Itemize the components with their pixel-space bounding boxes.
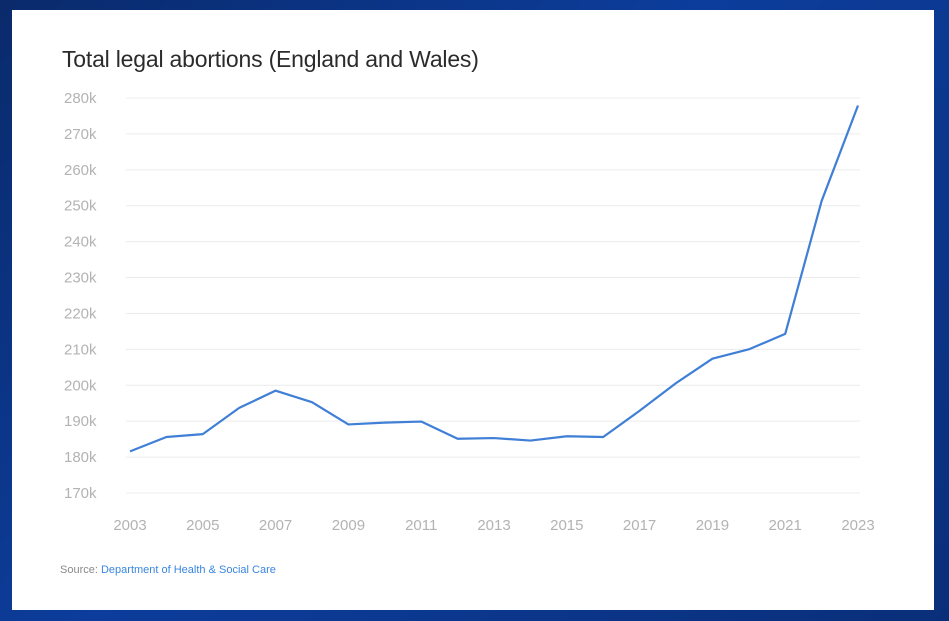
data-point: [491, 435, 497, 441]
chart-title: Total legal abortions (England and Wales…: [62, 46, 479, 72]
data-point: [127, 448, 133, 454]
y-tick-label: 170k: [64, 485, 97, 502]
y-tick-label: 200k: [64, 377, 97, 394]
source-link[interactable]: Department of Health & Social Care: [100, 564, 276, 576]
data-point: [564, 433, 570, 439]
data-point: [855, 103, 861, 109]
data-point: [309, 399, 315, 405]
source-note: Source: Department of Health & Social Ca…: [60, 564, 276, 576]
y-tick-label: 220k: [64, 305, 97, 322]
x-tick-label: 2019: [696, 517, 729, 534]
data-point: [746, 346, 752, 352]
y-tick-label: 280k: [64, 90, 97, 107]
data-point: [819, 198, 825, 204]
y-tick-label: 180k: [64, 449, 97, 466]
chart-card: Total legal abortions (England and Wales…: [12, 10, 934, 610]
y-tick-label: 210k: [64, 341, 97, 358]
series-line: [129, 105, 860, 453]
x-tick-label: 2021: [769, 517, 802, 534]
x-tick-label: 2013: [477, 517, 510, 534]
data-point: [382, 420, 388, 426]
data-point: [527, 438, 533, 444]
x-tick-label: 2011: [405, 517, 437, 534]
data-point: [455, 436, 461, 442]
data-point: [163, 434, 169, 440]
y-tick-label: 260k: [64, 162, 97, 179]
data-point: [782, 331, 788, 337]
x-tick-label: 2009: [332, 517, 365, 534]
x-tick-label: 2003: [113, 517, 146, 534]
data-point: [637, 408, 643, 414]
y-tick-label: 190k: [64, 413, 97, 430]
y-tick-label: 230k: [64, 270, 97, 287]
data-point: [709, 356, 715, 362]
data-point: [236, 405, 242, 411]
x-tick-label: 2023: [841, 517, 874, 534]
data-point: [600, 434, 606, 440]
x-tick-label: 2015: [550, 517, 583, 534]
y-tick-label: 250k: [64, 198, 97, 215]
data-point: [673, 380, 679, 386]
source-prefix: Source:: [60, 564, 98, 576]
y-tick-label: 240k: [64, 234, 97, 251]
line-chart: 170k 180k 190k 200k 210k 220k 230k 240k 250k 260k…: [64, 90, 875, 534]
x-tick-label: 2017: [623, 517, 656, 534]
x-tick-label: 2007: [259, 517, 292, 534]
x-tick-label: 2005: [186, 517, 219, 534]
data-point: [273, 388, 279, 394]
data-point: [418, 419, 424, 425]
y-tick-label: 270k: [64, 126, 97, 143]
data-point: [200, 431, 206, 437]
data-point: [345, 421, 351, 427]
